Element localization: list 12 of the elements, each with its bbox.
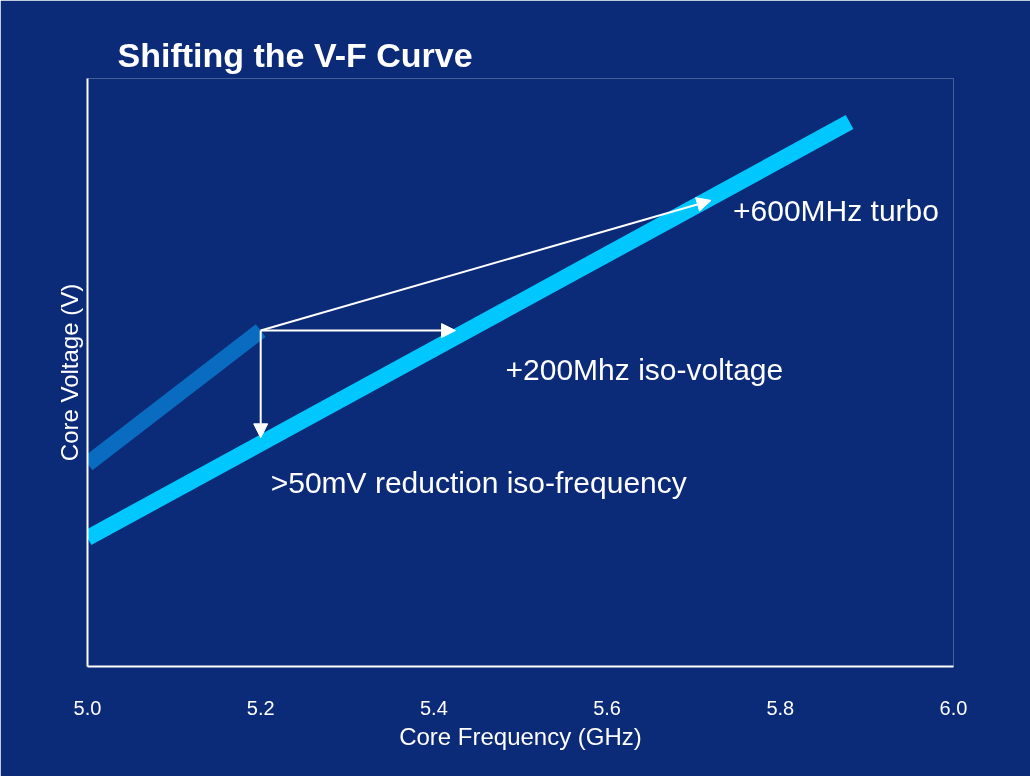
x-tick-label: 5.6 bbox=[593, 696, 622, 719]
y-axis-title: Core Voltage (V) bbox=[55, 283, 83, 462]
x-tick-label: 5.0 bbox=[73, 696, 102, 719]
chart-title: Shifting the V-F Curve bbox=[117, 35, 473, 74]
x-tick-label: 5.4 bbox=[420, 696, 448, 719]
x-tick-label: 5.2 bbox=[246, 696, 275, 719]
annotation: +200Mhz iso-voltage bbox=[505, 352, 784, 386]
x-axis-title: Core Frequency (GHz) bbox=[399, 722, 642, 750]
x-tick-label: 6.0 bbox=[939, 696, 968, 719]
annotation: +600MHz turbo bbox=[733, 193, 939, 227]
annotation: >50mV reduction iso-frequency bbox=[270, 465, 687, 499]
x-tick-label: 5.8 bbox=[766, 696, 795, 719]
